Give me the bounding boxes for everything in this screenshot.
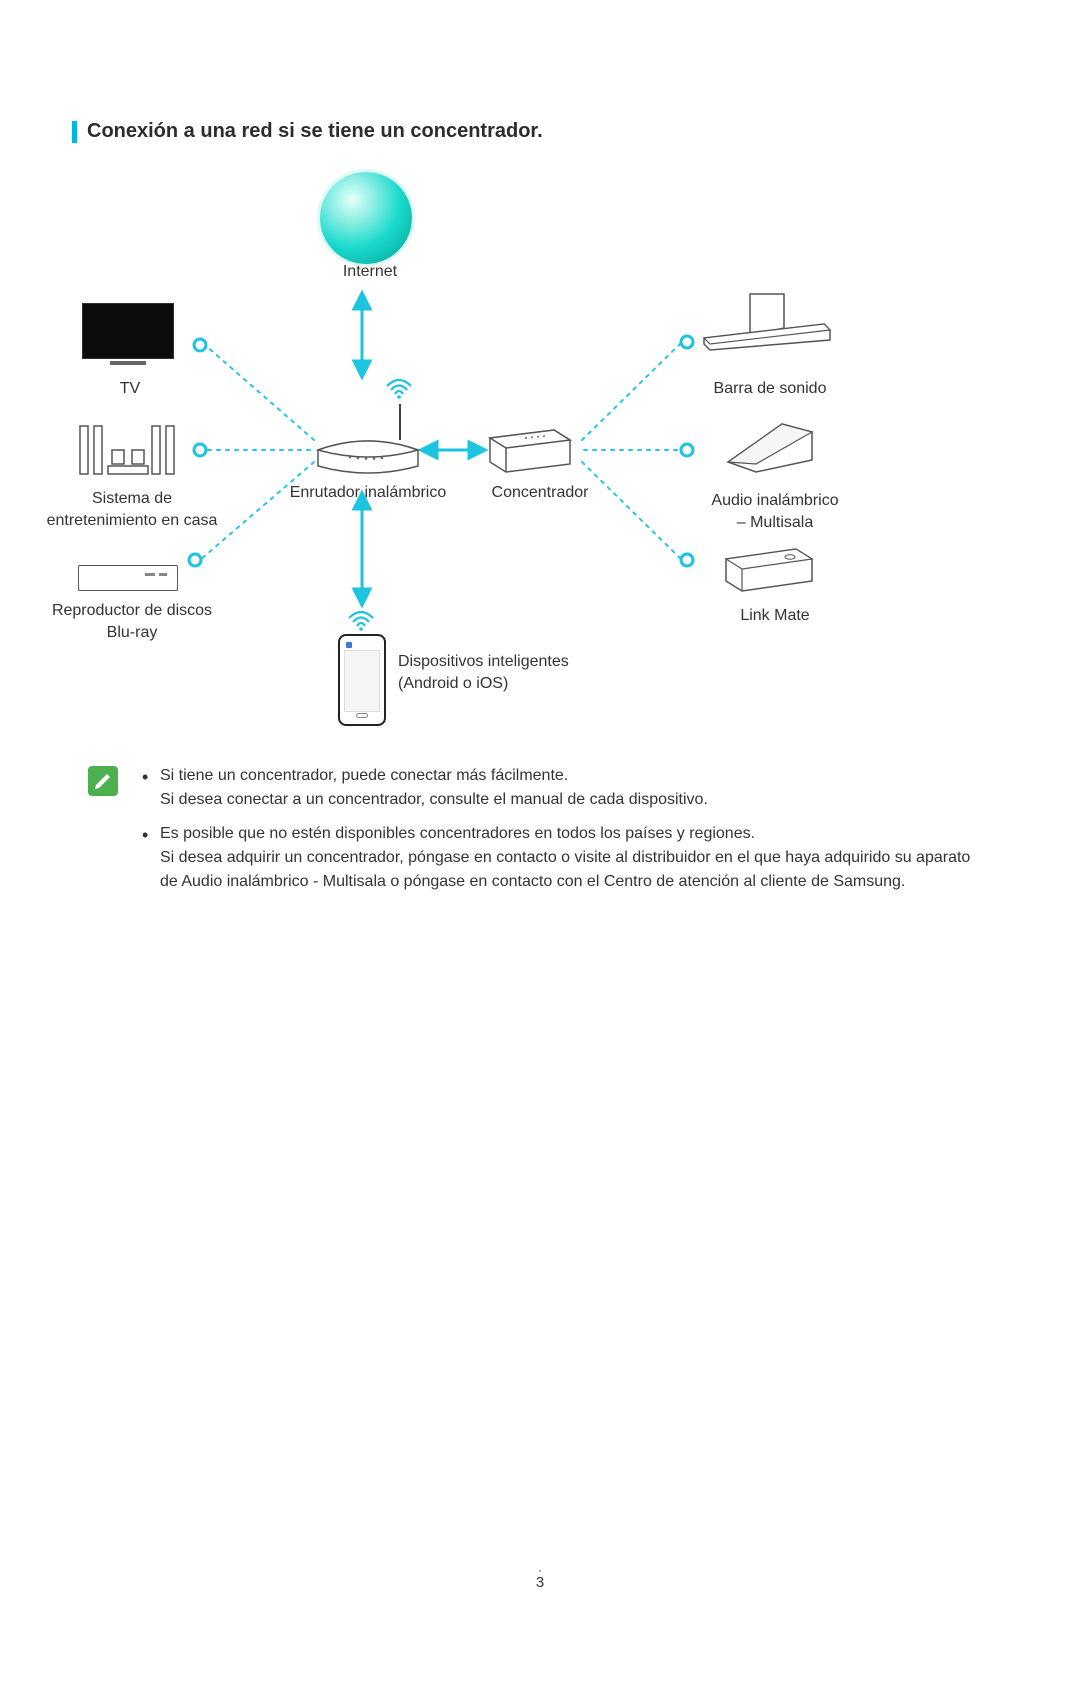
wifi-icon (385, 378, 413, 398)
hub-label: Concentrador (460, 482, 620, 504)
internet-globe-icon (320, 172, 412, 264)
bluray-icon (78, 565, 178, 591)
home-theater-icon (78, 424, 178, 480)
multiroom-label: Audio inalámbrico – Multisala (690, 490, 860, 533)
note-list: Si tiene un concentrador, puede conectar… (142, 764, 982, 904)
tv-label: TV (70, 378, 190, 400)
internet-label: Internet (300, 261, 440, 283)
tv-icon (82, 303, 174, 367)
note-item: Si tiene un concentrador, puede conectar… (142, 764, 982, 812)
soundbar-label: Barra de sonido (690, 378, 850, 400)
router-label: Enrutador inalámbrico (278, 482, 458, 504)
page: Conexión a una red si se tiene un concen… (0, 0, 1080, 1681)
hts-label: Sistema de entretenimiento en casa (32, 488, 232, 531)
wifi-icon (347, 610, 375, 630)
note-item: Es posible que no estén disponibles conc… (142, 822, 982, 894)
bluray-label: Reproductor de discos Blu-ray (32, 600, 232, 643)
soundbar-icon (702, 292, 832, 350)
note-block: Si tiene un concentrador, puede conectar… (88, 764, 982, 904)
smart-devices-label: Dispositivos inteligentes(Android o iOS) (398, 651, 618, 694)
hub-icon (482, 428, 578, 468)
page-number: · 3 (536, 1567, 544, 1591)
smartphone-icon (338, 634, 386, 726)
linkmate-label: Link Mate (700, 605, 850, 627)
note-icon (88, 766, 118, 796)
router-icon (314, 420, 422, 468)
linkmate-icon (720, 545, 818, 591)
multiroom-speaker-icon (722, 420, 818, 474)
